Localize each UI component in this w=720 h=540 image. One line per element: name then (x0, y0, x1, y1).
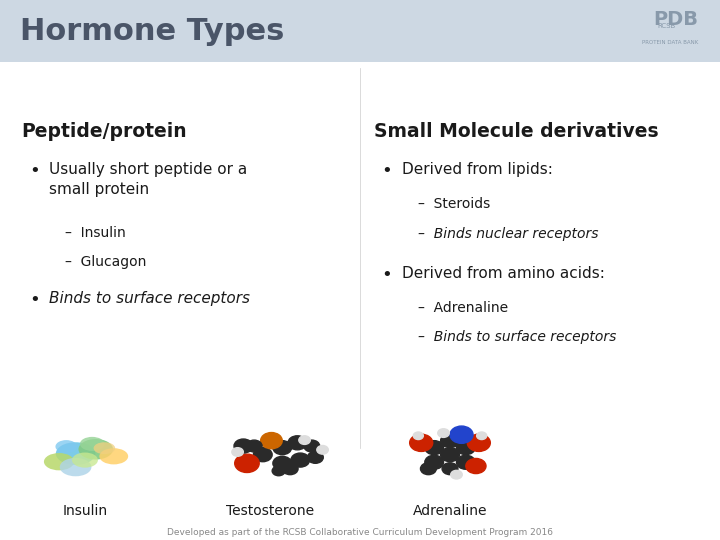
Text: –  Binds to surface receptors: – Binds to surface receptors (418, 330, 616, 345)
Circle shape (466, 458, 486, 474)
Circle shape (288, 436, 307, 450)
Ellipse shape (55, 440, 77, 453)
Circle shape (261, 433, 282, 449)
Text: Developed as part of the RCSB Collaborative Curriculum Development Program 2016: Developed as part of the RCSB Collaborat… (167, 529, 553, 537)
Circle shape (234, 439, 253, 453)
Circle shape (441, 434, 459, 448)
Circle shape (235, 454, 259, 472)
Circle shape (253, 448, 272, 462)
Text: •: • (382, 266, 392, 284)
Circle shape (317, 446, 328, 454)
Circle shape (420, 463, 436, 475)
Circle shape (246, 440, 262, 452)
Text: PROTEIN DATA BANK: PROTEIN DATA BANK (642, 40, 698, 45)
Text: PDB: PDB (654, 10, 698, 29)
Text: Peptide/protein: Peptide/protein (22, 122, 187, 140)
Circle shape (425, 441, 444, 455)
Circle shape (442, 463, 458, 475)
Text: Small Molecule derivatives: Small Molecule derivatives (374, 122, 659, 140)
Text: •: • (29, 162, 40, 180)
FancyBboxPatch shape (0, 62, 720, 540)
FancyBboxPatch shape (0, 0, 720, 62)
Ellipse shape (80, 437, 104, 451)
Text: Testosterone: Testosterone (226, 504, 314, 518)
Ellipse shape (72, 453, 98, 468)
Circle shape (291, 453, 310, 467)
Ellipse shape (56, 442, 95, 465)
Ellipse shape (99, 448, 128, 464)
Text: •: • (382, 162, 392, 180)
Ellipse shape (78, 439, 113, 460)
Text: Hormone Types: Hormone Types (20, 17, 284, 45)
Circle shape (304, 440, 320, 452)
Circle shape (232, 448, 243, 456)
Ellipse shape (94, 442, 115, 454)
Text: –  Insulin: – Insulin (65, 226, 125, 240)
Circle shape (273, 456, 292, 470)
Circle shape (299, 436, 310, 444)
Circle shape (413, 432, 423, 440)
Text: Binds to surface receptors: Binds to surface receptors (49, 291, 250, 306)
Circle shape (451, 470, 462, 479)
Text: RCSB: RCSB (657, 23, 675, 29)
Circle shape (425, 455, 444, 469)
Circle shape (456, 455, 475, 469)
Text: –  Binds nuclear receptors: – Binds nuclear receptors (418, 227, 598, 241)
Text: Adrenaline: Adrenaline (413, 504, 487, 518)
Text: Derived from amino acids:: Derived from amino acids: (402, 266, 605, 281)
Text: –  Adrenaline: – Adrenaline (418, 301, 508, 315)
Circle shape (307, 451, 323, 463)
Text: Insulin: Insulin (63, 504, 107, 518)
Circle shape (282, 463, 298, 475)
Circle shape (272, 466, 285, 476)
Ellipse shape (60, 458, 91, 476)
Ellipse shape (44, 453, 74, 470)
Circle shape (477, 432, 487, 440)
Circle shape (273, 441, 292, 455)
Text: –  Steroids: – Steroids (418, 197, 490, 211)
Circle shape (467, 434, 490, 451)
Circle shape (441, 448, 459, 462)
Text: Derived from lipids:: Derived from lipids: (402, 162, 553, 177)
Text: –  Glucagon: – Glucagon (65, 255, 146, 269)
Circle shape (410, 434, 433, 451)
Text: Usually short peptide or a
small protein: Usually short peptide or a small protein (49, 162, 247, 197)
Circle shape (456, 441, 475, 455)
Circle shape (438, 429, 449, 437)
Circle shape (450, 426, 473, 443)
Text: •: • (29, 291, 40, 308)
